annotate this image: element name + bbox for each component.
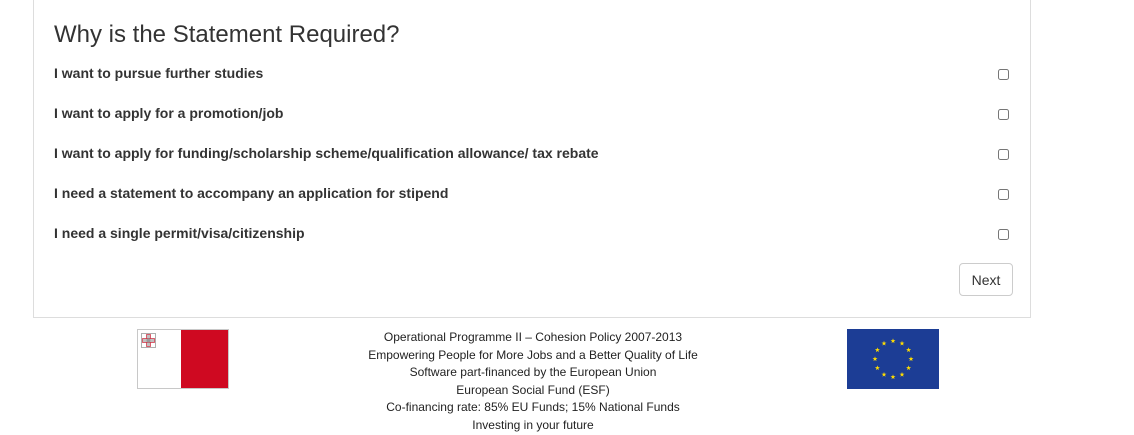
eu-star-icon <box>906 365 912 371</box>
eu-star-icon <box>908 356 914 362</box>
option-row-funding-scholarship: I want to apply for funding/scholarship … <box>54 143 1009 163</box>
eu-star-icon <box>872 356 878 362</box>
malta-flag-white-half <box>138 330 181 388</box>
option-label: I need a single permit/visa/citizenship <box>54 225 305 241</box>
next-button[interactable]: Next <box>959 263 1013 296</box>
eu-star-icon <box>881 371 887 377</box>
footer-line: Operational Programme II – Cohesion Poli… <box>383 330 683 344</box>
eu-star-icon <box>874 347 880 353</box>
promotion-job-checkbox[interactable] <box>998 109 1009 120</box>
eu-star-icon <box>874 365 880 371</box>
footer-line: Empowering People for More Jobs and a Be… <box>368 347 698 362</box>
permit-visa-checkbox[interactable] <box>998 229 1009 240</box>
eu-star-icon <box>881 340 887 346</box>
option-label: I need a statement to accompany an appli… <box>54 185 449 201</box>
eu-star-icon <box>890 338 896 344</box>
option-label: I want to apply for a promotion/job <box>54 105 284 121</box>
option-label: I want to pursue further studies <box>54 65 264 81</box>
footer-line: European Social Fund (ESF) <box>456 382 610 397</box>
eu-star-icon <box>899 371 905 377</box>
funding-scholarship-checkbox[interactable] <box>998 149 1009 160</box>
eu-star-icon <box>890 374 896 380</box>
stipend-checkbox[interactable] <box>998 189 1009 200</box>
option-row-further-studies: I want to pursue further studies <box>54 63 1009 83</box>
footer-funding-text: Operational Programme II – Cohesion Poli… <box>333 329 733 435</box>
statement-form-panel: Why is the Statement Required? I want to… <box>33 0 1031 318</box>
footer-line: Software part-financed by the European U… <box>409 365 657 380</box>
option-row-permit-visa: I need a single permit/visa/citizenship <box>54 223 1009 243</box>
eu-stars-icon <box>872 338 914 380</box>
further-studies-checkbox[interactable] <box>998 69 1009 80</box>
malta-flag-icon <box>137 329 229 389</box>
option-row-promotion-job: I want to apply for a promotion/job <box>54 103 1009 123</box>
george-cross-icon <box>141 333 156 348</box>
footer-line: Investing in your future <box>472 417 594 432</box>
footer-line: Co-financing rate: 85% EU Funds; 15% Nat… <box>386 400 680 415</box>
eu-star-icon <box>906 347 912 353</box>
malta-flag-red-half <box>181 330 228 388</box>
option-label: I want to apply for funding/scholarship … <box>54 145 599 161</box>
eu-flag-icon <box>847 329 939 389</box>
form-title: Why is the Statement Required? <box>54 21 400 48</box>
eu-star-icon <box>899 340 905 346</box>
option-row-stipend: I need a statement to accompany an appli… <box>54 183 1009 203</box>
